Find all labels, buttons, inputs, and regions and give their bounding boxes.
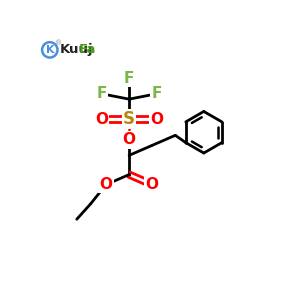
Text: O: O [95,112,108,127]
Text: F: F [124,71,134,86]
Text: O: O [123,133,136,148]
Text: F: F [152,86,162,101]
Text: ®: ® [55,41,62,47]
Text: Fa: Fa [79,44,96,56]
Text: Kuuj: Kuuj [60,44,93,56]
Text: F: F [96,86,106,101]
Text: S: S [123,110,135,128]
Text: O: O [100,177,112,192]
Text: K: K [46,45,54,55]
Text: O: O [150,112,163,127]
Text: O: O [146,177,159,192]
